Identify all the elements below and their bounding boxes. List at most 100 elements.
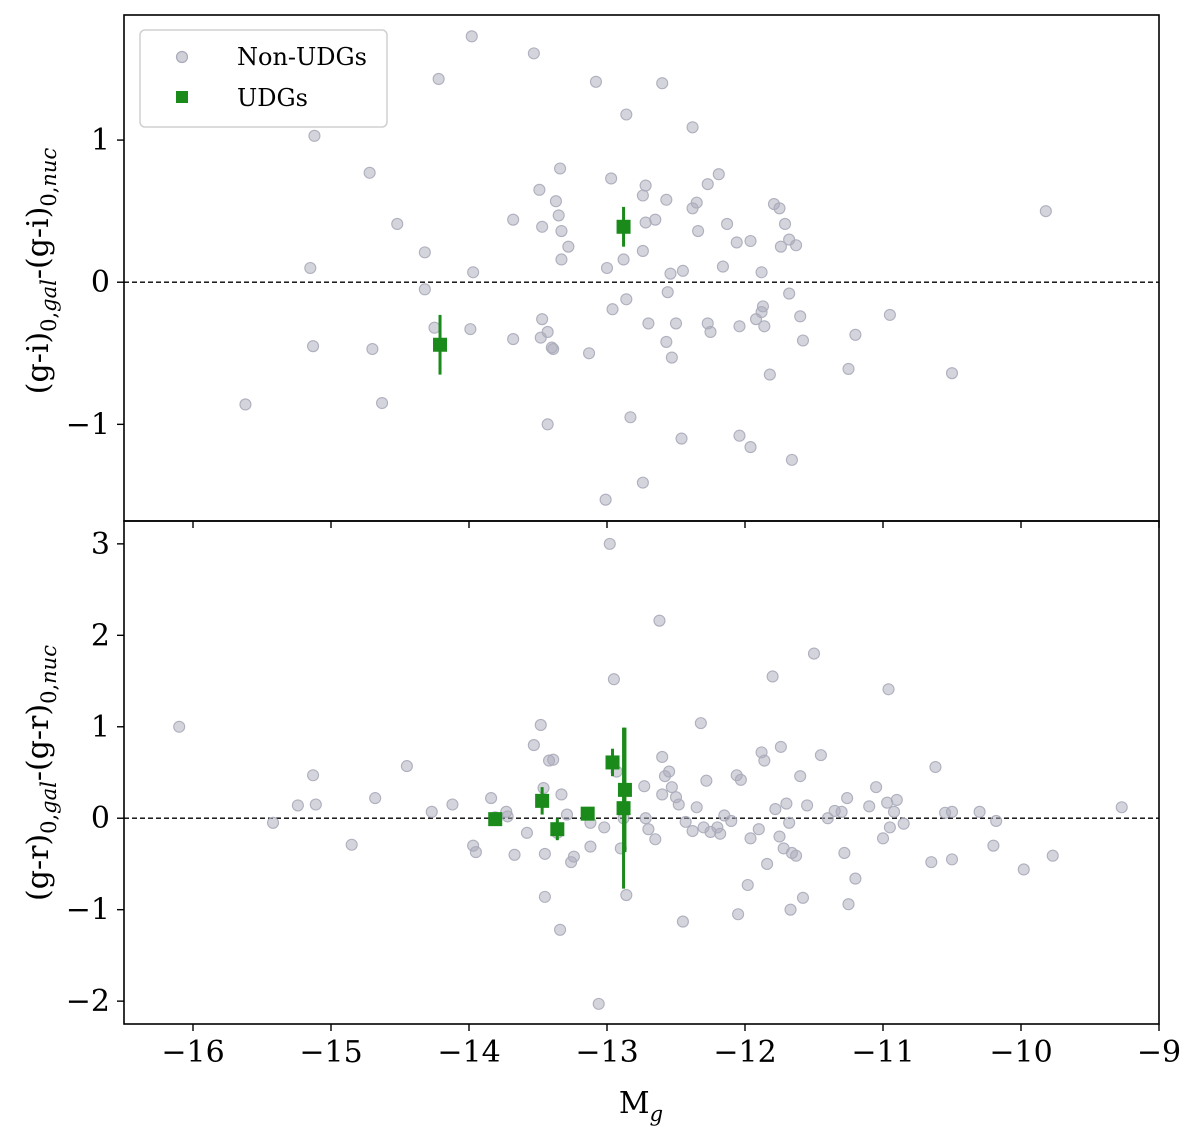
non-udg-point: [712, 168, 725, 181]
non-udg-point: [849, 872, 862, 885]
x-tick-label: −12: [713, 1035, 776, 1070]
legend-marker-non-udgs: [175, 50, 189, 64]
non-udg-point: [308, 129, 321, 142]
non-udg-point: [883, 821, 896, 834]
y-tick-label: −1: [66, 407, 110, 442]
non-udg-point: [665, 781, 678, 794]
non-udg-point: [945, 853, 959, 866]
non-udg-point: [945, 367, 959, 380]
non-udg-point: [536, 313, 549, 326]
non-udg-point: [656, 77, 669, 90]
non-udg-point: [555, 253, 568, 266]
non-udg-point: [692, 224, 705, 238]
legend-marker-udgs: [176, 91, 188, 103]
non-udg-point: [741, 878, 754, 892]
non-udg-point: [783, 287, 796, 300]
non-udg-point: [605, 172, 618, 185]
non-udg-point: [716, 260, 729, 273]
non-udg-point: [785, 453, 798, 466]
non-udg-point: [774, 240, 787, 253]
udg-point: [580, 806, 595, 821]
non-udg-point: [660, 193, 673, 206]
non-udg-point: [704, 325, 717, 339]
non-udg-point: [589, 75, 603, 88]
y-tick-label: 0: [91, 801, 110, 836]
non-udg-point: [773, 202, 786, 215]
non-udg-point: [890, 793, 903, 806]
non-udg-point: [774, 740, 787, 753]
non-udg-point: [794, 770, 807, 783]
non-udg-point: [649, 213, 662, 226]
non-udg-point: [863, 800, 876, 813]
non-udg-point: [842, 362, 855, 375]
non-udg-point: [291, 799, 304, 812]
non-udg-point: [796, 334, 810, 347]
udg-point: [616, 219, 631, 234]
non-udg-point: [507, 333, 520, 346]
non-udg-point: [536, 220, 549, 233]
non-udg-point: [418, 246, 431, 259]
non-udg-point: [432, 72, 445, 86]
non-udg-point: [606, 303, 619, 316]
non-udg-point: [725, 814, 738, 828]
non-udg-point: [239, 398, 252, 411]
non-udg-point: [656, 750, 669, 764]
non-udg-point: [756, 300, 769, 313]
non-udg-point: [555, 224, 568, 238]
non-udg-point: [675, 432, 688, 445]
non-udg-point: [309, 798, 322, 811]
non-udg-point: [755, 266, 768, 279]
non-udg-point: [552, 209, 565, 222]
non-udg-point: [686, 121, 699, 134]
non-udg-point: [665, 351, 678, 364]
non-udg-point: [679, 815, 692, 828]
udg-point: [550, 822, 565, 837]
non-udg-point: [744, 832, 757, 845]
non-udg-point: [790, 239, 803, 252]
y-axis-label-top: (g-i)0,gal-(g-i)0,nuc: [21, 148, 61, 395]
non-udg-point: [549, 195, 562, 208]
non-udg-point: [794, 310, 807, 323]
non-udg-point: [721, 217, 734, 230]
non-udg-point: [990, 814, 1003, 828]
udg-point: [605, 755, 620, 770]
udg-point: [488, 812, 503, 827]
x-axis-label: Mg: [619, 1086, 663, 1126]
non-udg-point: [533, 183, 546, 196]
non-udg-point: [508, 848, 521, 861]
non-udg-point: [807, 647, 821, 660]
non-udg-point: [620, 888, 633, 902]
non-udg-point: [467, 266, 480, 279]
non-udg-point: [649, 833, 662, 846]
non-udg-point: [562, 240, 575, 253]
non-udg-point: [639, 812, 652, 825]
non-udg-point: [507, 213, 520, 226]
non-udg-point: [638, 780, 651, 793]
non-udg-point: [639, 179, 652, 192]
non-udg-point: [732, 908, 745, 921]
non-udg-point: [592, 997, 605, 1010]
non-udg-point: [620, 293, 633, 306]
legend-box: [139, 29, 388, 128]
x-tick-label: −9: [1137, 1035, 1181, 1070]
non-udg-point: [307, 340, 320, 353]
non-udg-point: [653, 614, 666, 627]
non-udg-point: [555, 788, 568, 801]
non-udg-point: [656, 788, 669, 801]
non-udg-point: [560, 808, 574, 821]
non-udg-point: [661, 286, 674, 299]
non-udg-point: [778, 217, 792, 230]
non-udg-point: [541, 325, 554, 339]
non-udg-point: [676, 915, 689, 928]
x-tick-label: −11: [851, 1035, 914, 1070]
non-udg-point: [636, 189, 649, 202]
udg-point: [433, 337, 448, 352]
non-udg-point: [925, 856, 938, 869]
y-tick-label: −1: [66, 893, 110, 928]
non-udg-point: [849, 328, 862, 341]
non-udg-point: [714, 827, 727, 840]
plot-frame-bottom: [123, 520, 1160, 1025]
non-udg-point: [766, 670, 779, 683]
non-udg-point: [376, 396, 389, 410]
